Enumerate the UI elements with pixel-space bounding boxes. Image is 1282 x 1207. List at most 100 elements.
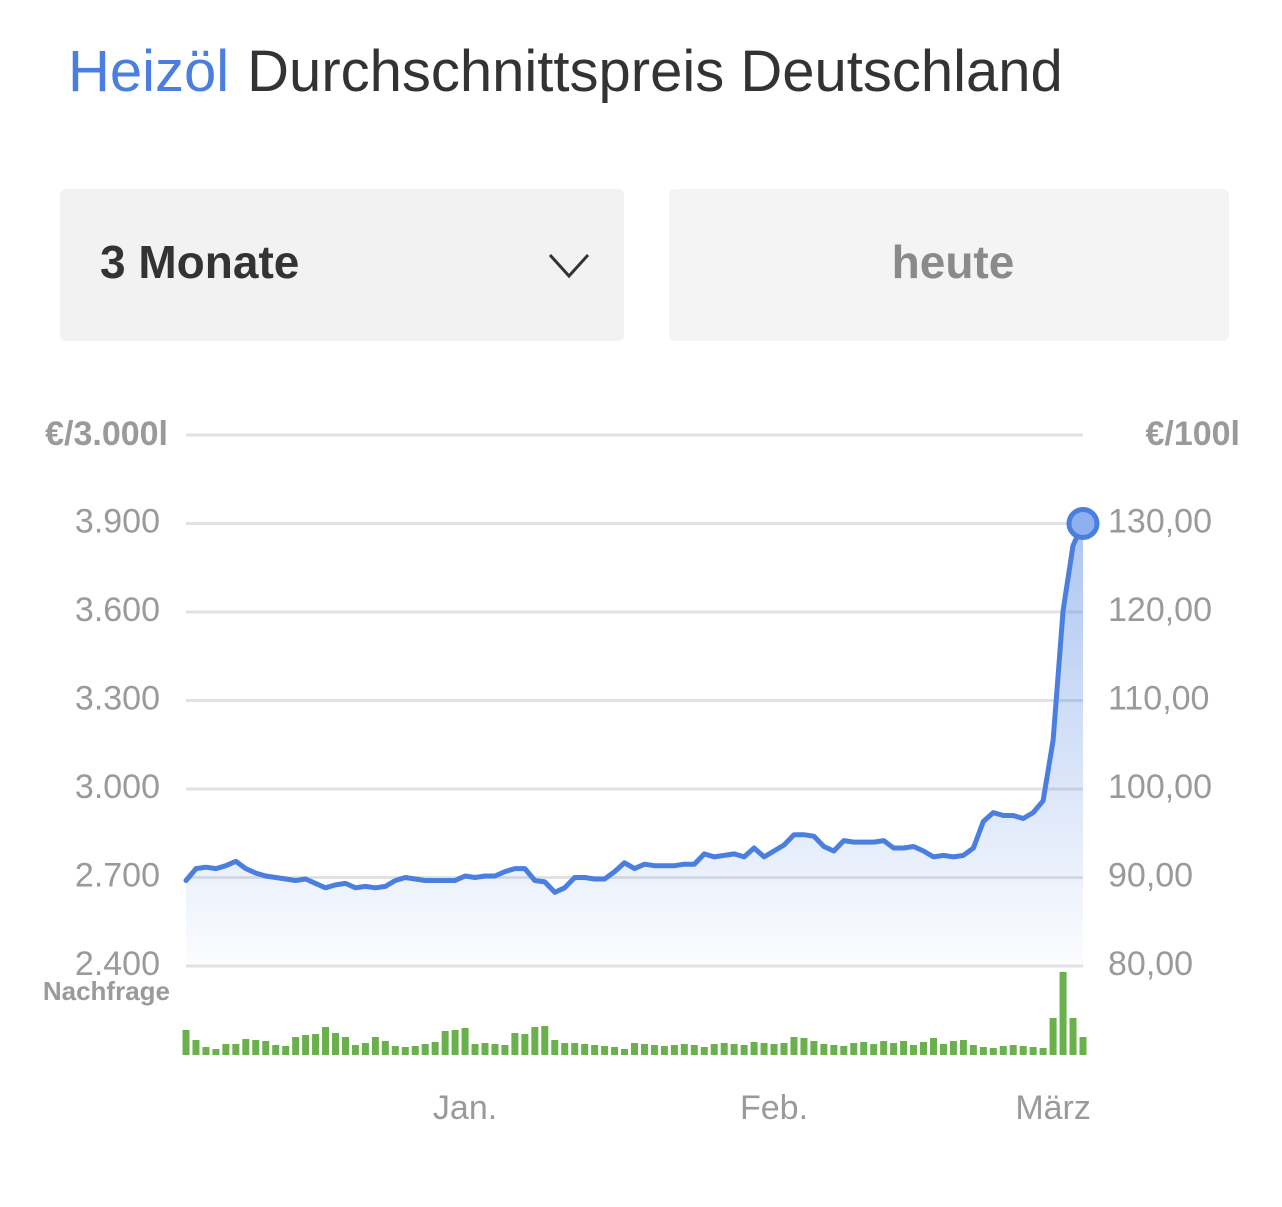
bar (770, 1044, 778, 1055)
bar (959, 1040, 967, 1055)
bar (491, 1044, 499, 1055)
y-axis-label: €/3.000l (45, 415, 168, 453)
bar (361, 1043, 369, 1055)
bar (232, 1044, 240, 1055)
title: Heizöl Durchschnittspreis Deutschland (68, 39, 1063, 104)
bar (720, 1043, 728, 1055)
bar (1079, 1037, 1087, 1055)
date-box[interactable] (669, 189, 1229, 341)
bar (531, 1027, 539, 1055)
bar (680, 1044, 688, 1055)
dropdown-box[interactable] (60, 189, 624, 341)
bar (910, 1045, 918, 1055)
bar (700, 1047, 708, 1055)
bar (371, 1037, 379, 1055)
bar (830, 1045, 838, 1055)
bar (900, 1041, 908, 1055)
bar (431, 1042, 439, 1055)
bar (1009, 1045, 1017, 1055)
line-area (186, 523, 1083, 966)
bar (1069, 1018, 1077, 1055)
bar (820, 1044, 828, 1055)
bar (252, 1040, 260, 1055)
bar (939, 1044, 947, 1055)
y-tick-label: 2.400 (75, 945, 160, 983)
bar (292, 1037, 300, 1055)
bar (989, 1048, 997, 1055)
bar (272, 1045, 280, 1055)
bar (481, 1043, 489, 1055)
bar (969, 1045, 977, 1055)
bar (730, 1044, 738, 1055)
bar (561, 1043, 569, 1055)
bar (890, 1043, 898, 1055)
bar (312, 1034, 320, 1055)
bar (740, 1045, 748, 1055)
bar (1059, 972, 1067, 1055)
y2-tick-label: 130,00 (1108, 502, 1212, 540)
bar (351, 1045, 359, 1055)
y-tick-label: 2.700 (75, 856, 160, 894)
bar (541, 1026, 549, 1055)
x-tick-label: Jan. (433, 1089, 497, 1127)
x-tick-label: Feb. (740, 1089, 808, 1127)
bar (949, 1041, 957, 1055)
bar (601, 1046, 609, 1055)
bar (401, 1047, 409, 1055)
bar (880, 1041, 888, 1055)
date-label[interactable]: heute (892, 236, 1015, 288)
date-button[interactable]: heute (669, 189, 1229, 341)
bar (581, 1044, 589, 1055)
bar (1029, 1047, 1037, 1055)
bar (571, 1043, 579, 1055)
bar (391, 1046, 399, 1055)
bar (501, 1045, 509, 1055)
bar (800, 1038, 808, 1055)
bar (212, 1049, 220, 1055)
bar (381, 1041, 389, 1055)
y-tick-label: 3.000 (75, 768, 160, 806)
y-tick-label: 3.300 (75, 679, 160, 717)
bar (1039, 1048, 1047, 1055)
bar (182, 1030, 190, 1055)
bar (521, 1034, 529, 1055)
bar-series-label: Nachfrage (43, 976, 170, 1006)
bar (202, 1047, 210, 1055)
bar (660, 1046, 668, 1055)
y2-tick-label: 90,00 (1108, 856, 1193, 894)
bar (451, 1030, 459, 1055)
bar (411, 1046, 419, 1055)
bar (222, 1044, 230, 1055)
bar (282, 1046, 290, 1055)
bar (461, 1028, 469, 1055)
y2-tick-label: 120,00 (1108, 591, 1212, 629)
dropdown-label[interactable]: 3 Monate (100, 236, 299, 288)
bar (979, 1047, 987, 1055)
y2-tick-label: 80,00 (1108, 945, 1193, 983)
bar (640, 1044, 648, 1055)
bar (341, 1037, 349, 1055)
bar (1019, 1046, 1027, 1055)
period-dropdown[interactable]: 3 Monate (60, 189, 624, 341)
bar (322, 1027, 330, 1055)
y2-tick-label: 110,00 (1108, 679, 1209, 717)
bar (621, 1049, 629, 1055)
chevron[interactable] (548, 253, 590, 279)
bar (670, 1045, 678, 1055)
bar (441, 1031, 449, 1055)
bar (760, 1043, 768, 1055)
bar (192, 1040, 200, 1055)
bar (631, 1043, 638, 1055)
title-rest: Durchschnittspreis Deutschland (247, 39, 1063, 104)
line (183, 521, 1086, 895)
bar (1049, 1018, 1057, 1055)
bar (471, 1044, 479, 1055)
bar (790, 1037, 798, 1055)
bar (810, 1041, 818, 1055)
bar (302, 1035, 310, 1055)
bar (332, 1033, 339, 1055)
bar (690, 1045, 698, 1055)
last-point-marker (1066, 507, 1100, 540)
x-tick-label: März (1015, 1089, 1091, 1127)
